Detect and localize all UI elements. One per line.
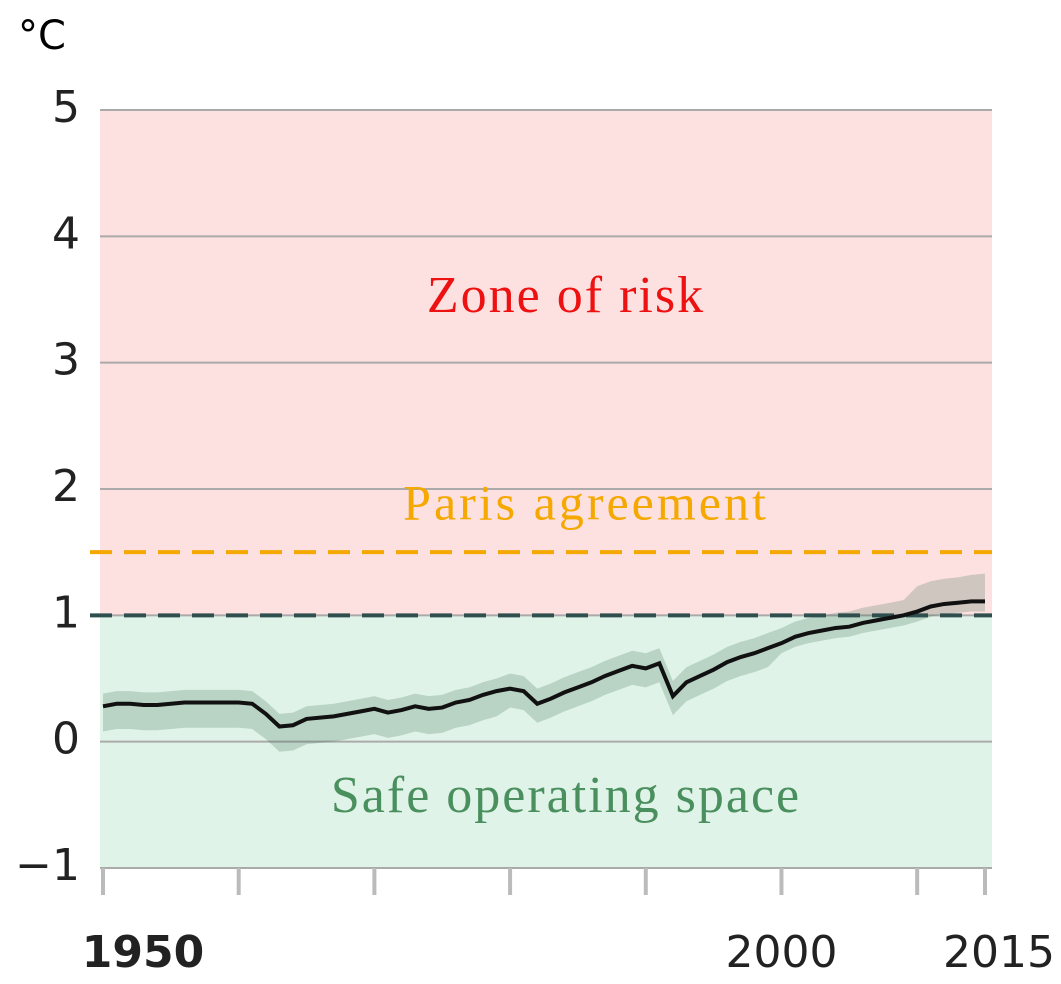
y-tick-label: −1	[15, 840, 80, 891]
y-tick-label: 5	[52, 82, 80, 133]
y-tick-label: 2	[52, 461, 80, 512]
x-tick-label: 2000	[725, 927, 837, 978]
temperature-line	[102, 599, 985, 729]
y-tick-label: 4	[52, 208, 80, 259]
x-tick-label: 1950	[82, 927, 204, 978]
y-unit: °C	[18, 13, 66, 59]
x-tick-label: 2015	[943, 927, 1055, 978]
y-tick-label: 0	[52, 714, 80, 765]
uncertainty-band	[103, 573, 985, 752]
reference-label: Paris agreement	[403, 475, 769, 531]
zone-label: Safe operating space	[331, 767, 801, 824]
y-tick-label: 3	[52, 335, 80, 386]
zone-label: Zone of risk	[427, 267, 705, 324]
y-tick-label: 1	[52, 587, 80, 638]
